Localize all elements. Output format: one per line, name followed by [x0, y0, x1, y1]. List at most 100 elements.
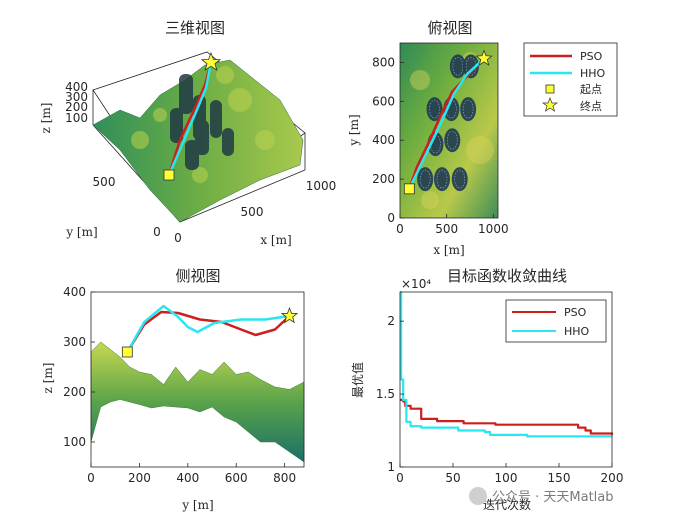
title-side: 侧视图 [175, 267, 220, 285]
side-xtick-label-4: 800 [273, 471, 296, 485]
top-xtick-label-1: 500 [435, 222, 458, 236]
top-ytick-label-1: 200 [372, 172, 395, 186]
legend-start: 起点 [580, 83, 602, 96]
conv-xtick-label-3: 150 [548, 471, 571, 485]
legend-goal: 终点 [580, 99, 602, 113]
legend-convergence: PSO HHO [505, 299, 607, 343]
start-marker-3d [163, 169, 175, 181]
paths-side [121, 304, 299, 358]
axes-box-side [90, 291, 305, 468]
obstacle-ring-top-9 [454, 169, 466, 189]
ylabel-convergence: 最优值 [350, 362, 365, 398]
side-ytick-label-2: 300 [63, 335, 86, 349]
goal-marker-top [475, 49, 493, 66]
ylabel-side: z [m] [41, 363, 55, 394]
xtick-3d-0: 0 [174, 231, 182, 245]
path-3d-hho [167, 61, 213, 176]
conv-xtick-label-1: 50 [445, 471, 460, 485]
goal-marker-side [280, 306, 299, 324]
obstacle-ring-top-8 [436, 169, 448, 189]
title-convergence: 目标函数收敛曲线 [447, 267, 567, 285]
axes-convergence: 0 50 100 150 200 1 1.5 2 [376, 291, 624, 485]
side-xtick-label-3: 600 [225, 471, 248, 485]
obstacles-3d [170, 74, 234, 170]
obstacle-ring-top-4 [462, 99, 474, 119]
axes-side: 0 200 400 600 800 100 200 300 400 [63, 285, 305, 485]
obstacle-ring-top-0 [452, 57, 464, 76]
side-xtick-label-2: 400 [176, 471, 199, 485]
conv-xtick-label-0: 0 [396, 471, 404, 485]
legend-hho: HHO [580, 67, 606, 80]
line-side-hho [126, 304, 290, 353]
top-xtick-label-2: 1000 [478, 222, 509, 236]
zlabel-3d: z [m] [39, 103, 53, 134]
conv-xtick-label-4: 200 [601, 471, 624, 485]
svg-text:400: 400 [65, 80, 88, 94]
obstacle-ring-top-6 [446, 130, 458, 150]
side-ytick-label-1: 200 [63, 385, 86, 399]
panel-convergence: 目标函数收敛曲线 ×10⁴ 0 50 100 150 200 1 1.5 2 迭代次数 最优值… [350, 267, 623, 512]
line-top-hho [408, 57, 485, 190]
start-marker-top [403, 183, 415, 195]
conv-xtick-label-2: 100 [495, 471, 518, 485]
obstacle-top-8 [434, 167, 450, 192]
terrain-side [90, 341, 305, 463]
legend-conv-hho: HHO [564, 325, 590, 338]
top-ytick-label-4: 800 [372, 55, 395, 69]
terrain-area-side [90, 341, 305, 463]
paths-convergence [400, 290, 614, 438]
xtick-3d-500: 500 [241, 205, 264, 219]
obstacle-ring-top-2 [429, 99, 440, 119]
svg-text:100: 100 [65, 111, 88, 125]
obstacle-top-9 [451, 167, 468, 192]
ytick-3d-500: 500 [93, 175, 116, 189]
top-ytick-label-2: 400 [372, 133, 395, 147]
obstacle-top-7 [417, 167, 434, 192]
panel-side-view: 侧视图 0 200 400 600 800 100 200 300 400 y [m] z [m… [41, 267, 305, 512]
exponent-label: ×10⁴ [401, 277, 431, 291]
watermark: 公众号 · 天天Matlab [469, 487, 614, 505]
top-xtick-label-0: 0 [396, 222, 404, 236]
obstacle-top-4 [460, 97, 477, 122]
top-ytick-label-3: 600 [372, 94, 395, 108]
side-ytick-label-3: 400 [63, 285, 86, 299]
side-ytick-label-0: 100 [63, 435, 86, 449]
ylabel-3d: y [m] [65, 225, 97, 239]
line-side-pso [126, 310, 291, 353]
svg-text:300: 300 [65, 90, 88, 104]
xlabel-side: y [m] [181, 498, 213, 512]
conv-ytick-label-2: 2 [387, 314, 395, 328]
xtick-3d-1000: 1000 [306, 179, 337, 193]
side-xtick-label-1: 200 [128, 471, 151, 485]
line-convergence-hho [400, 290, 612, 438]
start-marker-side [121, 346, 133, 358]
xlabel-convergence: 迭代次数 [483, 497, 531, 512]
xlabel-top: x [m] [433, 243, 464, 257]
ytick-3d-0: 0 [153, 225, 161, 239]
title-top: 俯视图 [427, 19, 472, 37]
obstacle-top-6 [444, 128, 461, 153]
conv-ytick-label-1: 1.5 [376, 387, 395, 401]
side-xtick-label-0: 0 [87, 471, 95, 485]
goal-marker-3d [200, 51, 222, 71]
obstacle-ring-top-7 [419, 169, 431, 189]
panel-top-view: 俯视图 0 500 1000 0 200 400 600 800 x [m] y [m] PS… [347, 19, 618, 257]
terrain-texture-3d [131, 66, 275, 183]
legend-pso: PSO [580, 50, 603, 63]
paths-top [403, 49, 493, 195]
z-ticks-3d: 400 300 200 100 [65, 80, 88, 125]
axes-box-top [399, 42, 499, 219]
legend-top: PSO HHO 起点 终点 [523, 42, 618, 117]
conv-ytick-label-0: 1 [387, 460, 395, 474]
legend-conv-pso: PSO [564, 306, 587, 319]
panel-3d-view: 三维视图 400 300 [39, 19, 336, 247]
axes-top: 0 500 1000 0 200 400 600 800 [372, 42, 509, 236]
title-3d: 三维视图 [165, 19, 225, 37]
xlabel-3d: x [m] [260, 233, 291, 247]
top-ytick-label-0: 0 [387, 211, 395, 225]
watermark-text: 公众号 · 天天Matlab [492, 490, 614, 505]
svg-text:200: 200 [65, 100, 88, 114]
line-convergence-pso [400, 398, 614, 435]
ylabel-top: y [m] [347, 114, 361, 146]
